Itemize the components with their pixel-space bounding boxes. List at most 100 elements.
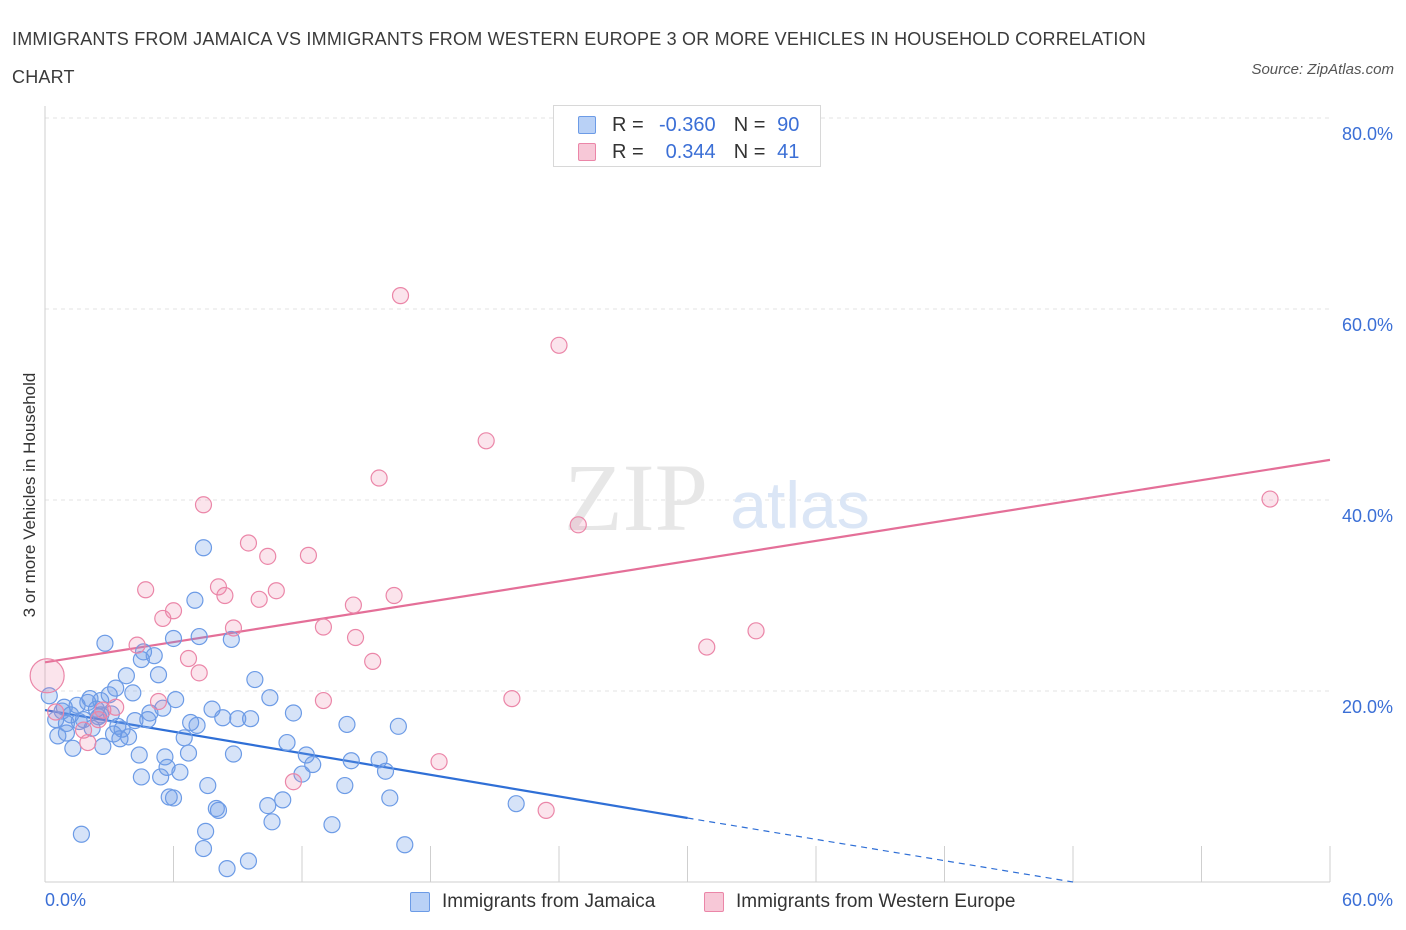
western-europe-point: [284, 773, 303, 791]
jamaica-point: [119, 728, 138, 746]
legend-r-value: -0.360: [658, 113, 716, 136]
western-europe-point: [149, 692, 168, 711]
jamaica-point: [156, 748, 174, 766]
western-europe-point: [107, 698, 125, 716]
jamaica-point: [284, 704, 303, 722]
watermark-atlas: atlas: [730, 468, 869, 542]
western-europe-point: [1261, 490, 1279, 508]
western-europe-point: [267, 582, 285, 600]
legend-r-label: R =: [612, 113, 644, 136]
jamaica-point: [171, 763, 189, 781]
watermark: ZIP atlas: [564, 444, 870, 551]
western-europe-point: [314, 618, 333, 636]
jamaica-point: [149, 666, 168, 684]
jamaica-point: [179, 744, 198, 762]
western-europe-point: [209, 578, 228, 596]
western-europe-point: [94, 701, 112, 719]
jamaica-point: [130, 746, 148, 764]
trend-lines: [44, 458, 1331, 883]
western-europe-point: [250, 590, 268, 608]
western-europe-point: [29, 658, 65, 694]
legend-n-value: 90: [777, 113, 800, 136]
western-europe-point: [477, 432, 495, 450]
western-europe-point: [550, 336, 568, 354]
western-europe-point: [190, 664, 208, 682]
jamaica-point: [242, 710, 260, 728]
western-europe-point: [747, 622, 765, 640]
y-tick-label: 60.0%: [1341, 315, 1393, 335]
jamaica-point: [381, 789, 399, 807]
jamaica-point: [124, 684, 142, 702]
legend-swatch-pink: [578, 143, 596, 161]
y-tick-label: 80.0%: [1341, 124, 1393, 144]
bottom-legend-swatch-pink: [704, 892, 724, 912]
source-label: Source: ZipAtlas.com: [1251, 61, 1394, 78]
jamaica-point: [507, 795, 525, 813]
legend-swatch-blue: [578, 116, 596, 134]
chart-title: IMMIGRANTS FROM JAMAICA VS IMMIGRANTS FR…: [12, 29, 1146, 87]
western-europe-point: [370, 469, 388, 487]
jamaica-trend-extension: [687, 817, 1074, 883]
western-europe-point: [430, 753, 448, 771]
western-europe-point: [47, 703, 65, 721]
jamaica-point: [396, 836, 414, 854]
bottom-legend-western-europe: Immigrants from Western Europe: [704, 889, 1015, 915]
jamaica-point: [158, 758, 176, 777]
legend-n-value: 41: [777, 140, 800, 163]
jamaica-point: [338, 715, 356, 734]
western-europe-point: [569, 516, 587, 534]
jamaica-point: [117, 667, 135, 685]
jamaica-trend-line: [44, 709, 688, 820]
jamaica-point: [72, 825, 91, 843]
data-points: [29, 287, 1279, 878]
jamaica-point: [167, 690, 185, 709]
western-europe-point: [89, 711, 108, 729]
western-europe-point: [698, 638, 716, 656]
jamaica-point: [132, 768, 150, 786]
jamaica-point: [218, 860, 236, 878]
jamaica-point: [259, 796, 277, 815]
jamaica-point: [57, 724, 76, 742]
legend-n-label: N =: [733, 113, 766, 136]
western-europe-point: [391, 287, 410, 305]
jamaica-point: [224, 745, 243, 763]
western-europe-point: [503, 690, 521, 708]
jamaica-point: [134, 643, 153, 661]
legend-row-western-europe: R = 0.344 N = 41: [578, 140, 799, 164]
jamaica-point: [186, 591, 204, 609]
western-europe-point: [216, 586, 234, 605]
watermark-zip: ZIP: [564, 444, 708, 551]
bottom-legend-swatch-blue: [410, 892, 430, 912]
western-europe-point: [179, 649, 198, 668]
western-europe-point: [239, 534, 258, 552]
jamaica-point: [57, 714, 76, 733]
jamaica-point: [376, 762, 395, 780]
jamaica-point: [342, 752, 360, 770]
jamaica-point: [274, 791, 292, 809]
jamaica-point: [175, 729, 193, 747]
jamaica-point: [239, 852, 258, 870]
legend-r-label: R =: [612, 140, 644, 163]
bottom-legend-jamaica: Immigrants from Jamaica: [410, 889, 655, 915]
jamaica-point: [297, 746, 315, 764]
jamaica-point: [229, 710, 247, 728]
jamaica-point: [145, 647, 163, 665]
jamaica-point: [81, 690, 99, 708]
jamaica-point: [141, 704, 159, 722]
jamaica-point: [164, 629, 183, 648]
jamaica-point: [139, 711, 157, 729]
jamaica-point: [107, 679, 125, 697]
jamaica-point: [304, 755, 322, 774]
western-europe-point: [137, 581, 155, 599]
x-tick-label: 60.0%: [1341, 890, 1393, 910]
y-tick-label: 20.0%: [1341, 697, 1393, 717]
western-europe-point: [537, 801, 555, 819]
jamaica-point: [246, 670, 264, 689]
jamaica-point: [126, 712, 144, 730]
jamaica-point: [209, 801, 228, 819]
western-europe-point: [364, 652, 382, 670]
western-europe-trend-line: [44, 458, 1331, 664]
correlation-legend: R = -0.360 N = 90 R = 0.344 N = 41: [553, 105, 821, 167]
jamaica-point: [188, 716, 206, 734]
western-europe-point: [346, 628, 365, 647]
